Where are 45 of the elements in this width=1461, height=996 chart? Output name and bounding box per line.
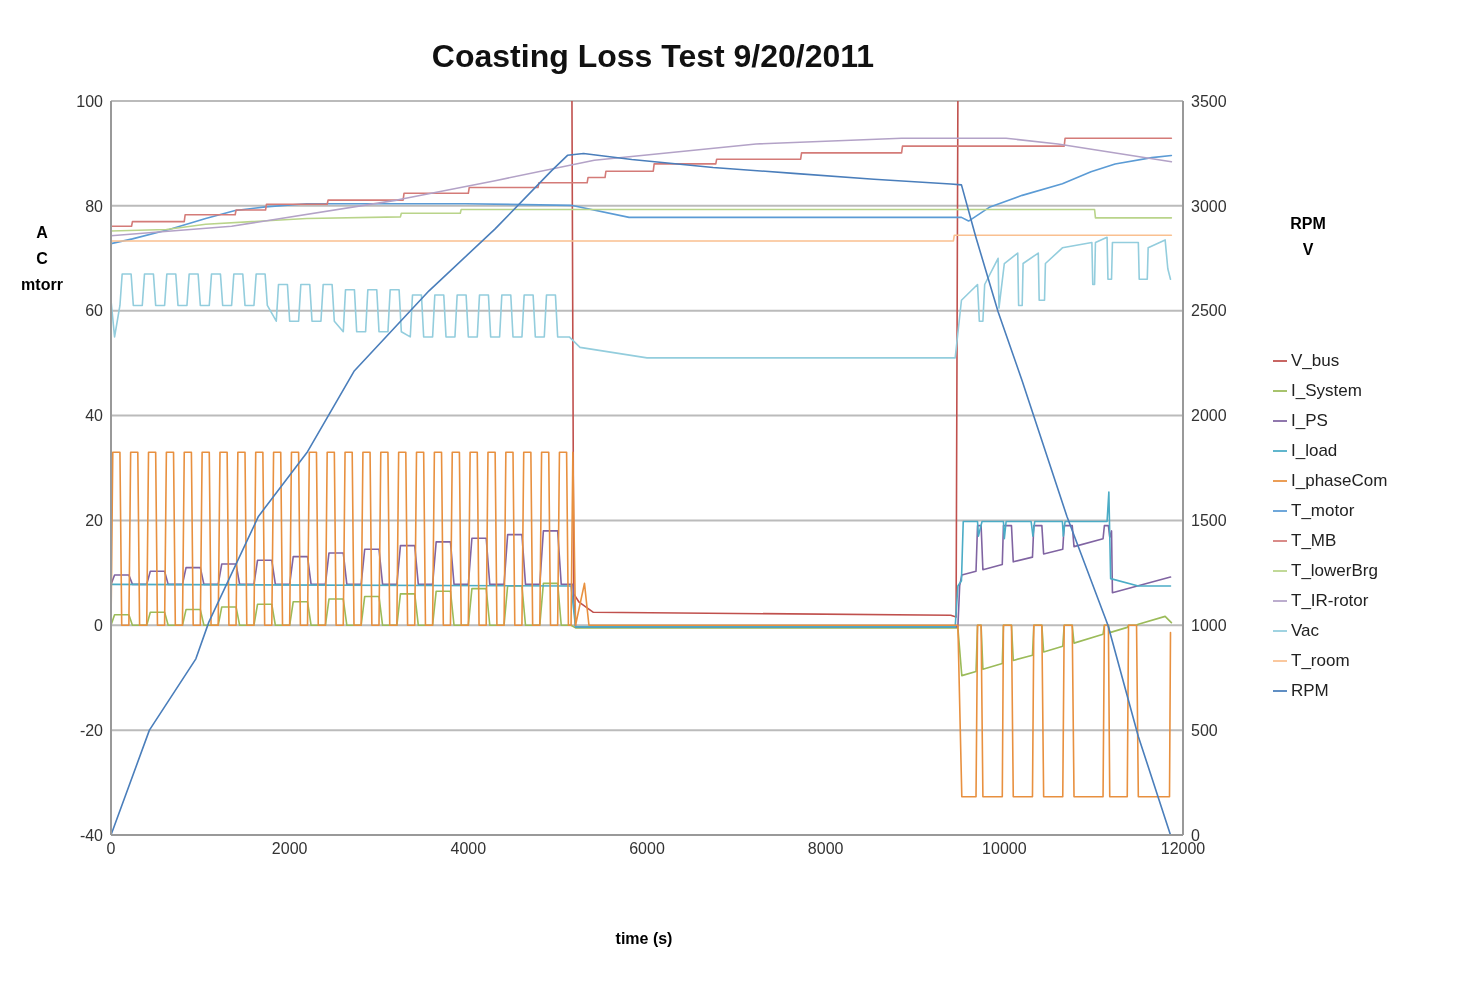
- line-series: [111, 152, 1172, 835]
- y-tick-label: 20: [85, 512, 104, 530]
- legend-label: T_IR-rotor: [1291, 590, 1369, 610]
- x-tick-label: 8000: [807, 840, 844, 858]
- legend-label: Vac: [1291, 620, 1320, 640]
- line-series: [571, 101, 959, 618]
- y-axis-title: A C mtorr: [20, 223, 64, 295]
- y-tick-label: 100: [76, 92, 104, 110]
- chart-title: Coasting Loss Test 9/20/2011: [430, 38, 876, 75]
- line-series: [111, 491, 1172, 628]
- legend-label: T_MB: [1291, 530, 1337, 550]
- y-tick-label: -20: [79, 721, 104, 739]
- x-tick-label: 6000: [629, 840, 665, 858]
- line-series: [111, 154, 1173, 245]
- y2-tick-label: 2000: [1191, 407, 1227, 425]
- y2-tick-label: 1500: [1191, 512, 1227, 530]
- y-tick-label: 60: [85, 302, 104, 320]
- y-tick-label: 0: [94, 616, 104, 634]
- x-tick-label: 0: [106, 840, 116, 858]
- y2-axis-title: RPM V: [1289, 214, 1327, 260]
- y2-tick-label: 2500: [1191, 302, 1227, 320]
- x-tick-label: 10000: [982, 840, 1027, 858]
- legend-label: RPM: [1291, 680, 1329, 700]
- y2-tick-label: 500: [1191, 721, 1218, 739]
- y-tick-label: 80: [85, 197, 104, 215]
- x-tick-label: 4000: [450, 840, 487, 858]
- legend-label: V_bus: [1291, 350, 1340, 370]
- line-series: [111, 236, 1172, 359]
- y2-tick-label: 1000: [1191, 616, 1227, 634]
- legend-label: I_System: [1291, 380, 1362, 400]
- y-tick-label: -40: [79, 826, 104, 844]
- legend-label: T_lowerBrg: [1291, 560, 1378, 580]
- line-series: [111, 451, 1172, 798]
- x-tick-label: 2000: [271, 840, 308, 858]
- legend-label: I_load: [1291, 440, 1338, 460]
- y2-tick-label: 3500: [1191, 92, 1227, 110]
- y-tick-label: 40: [85, 407, 104, 425]
- line-series: [111, 208, 1173, 232]
- legend-label: I_phaseCom: [1291, 470, 1388, 490]
- legend-label: T_room: [1291, 650, 1350, 670]
- y2-tick-label: 3000: [1191, 197, 1227, 215]
- legend-label: T_motor: [1291, 500, 1355, 520]
- x-axis-title: time (s): [614, 930, 674, 948]
- legend-label: I_PS: [1291, 410, 1328, 430]
- x-tick-label: 12000: [1160, 840, 1206, 858]
